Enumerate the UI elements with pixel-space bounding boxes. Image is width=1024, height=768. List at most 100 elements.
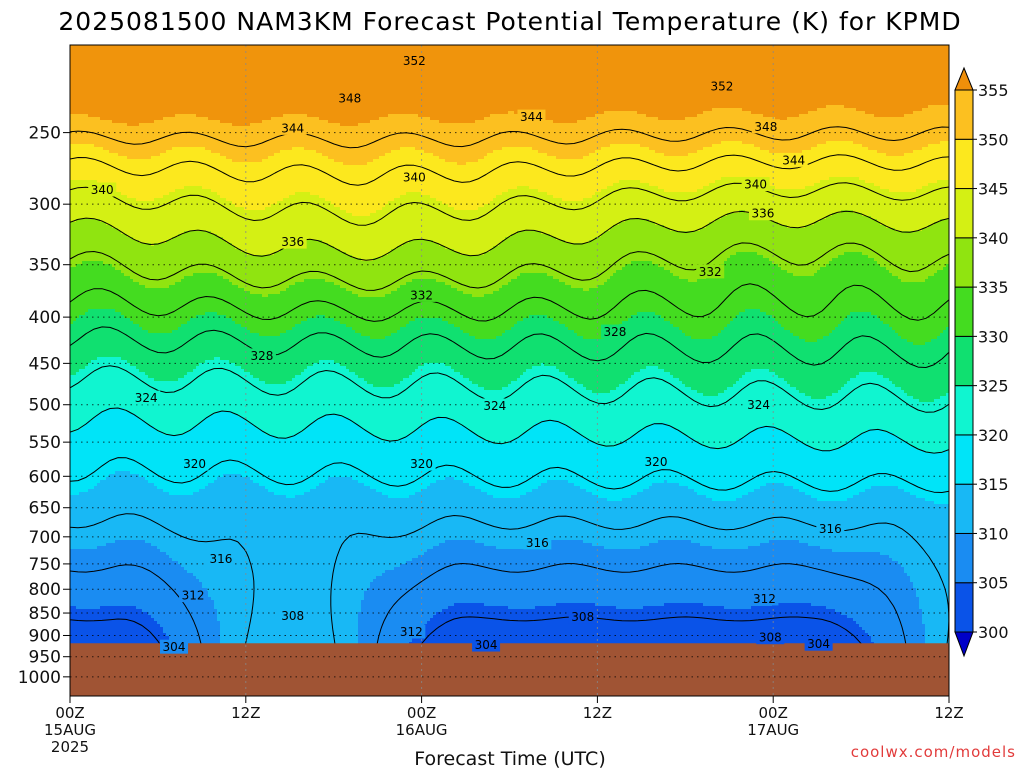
theta-cell [358, 636, 413, 640]
theta-cell [565, 282, 605, 286]
contour-label: 304 [807, 637, 830, 651]
theta-cell [70, 324, 140, 328]
theta-cell [202, 420, 248, 424]
theta-cell [157, 486, 206, 490]
theta-cell [883, 321, 949, 325]
theta-cell [253, 480, 326, 484]
theta-cell [670, 270, 713, 274]
theta-cell [181, 279, 230, 283]
theta-cell [70, 387, 485, 391]
theta-cell [397, 246, 446, 250]
theta-cell [493, 495, 521, 499]
contour-label: 308 [281, 609, 304, 623]
theta-cell [79, 315, 125, 319]
theta-cell [442, 318, 524, 322]
theta-cell [694, 489, 755, 493]
theta-cell [274, 252, 347, 256]
theta-cell [295, 192, 311, 196]
theta-cell [859, 492, 911, 496]
theta-cell [712, 108, 743, 112]
theta-cell [163, 627, 221, 631]
theta-cell [760, 486, 794, 490]
theta-cell [70, 432, 164, 436]
theta-cell [457, 162, 467, 166]
theta-cell [919, 603, 949, 607]
theta-cell [70, 390, 593, 394]
theta-cell [673, 375, 743, 379]
theta-cell [754, 144, 818, 148]
theta-cell [139, 324, 182, 328]
theta-cell [370, 582, 914, 586]
theta-cell [778, 375, 857, 379]
theta-cell [127, 156, 152, 160]
theta-cell [70, 456, 949, 460]
theta-cell [136, 414, 212, 418]
theta-cell [538, 189, 602, 193]
theta-cell [76, 264, 113, 268]
theta-cell [70, 207, 245, 211]
theta-cell [727, 213, 758, 217]
theta-cell [79, 492, 170, 496]
contour-label-bg [748, 206, 777, 221]
theta-cell [280, 249, 341, 253]
theta-cell [382, 207, 455, 211]
theta-cell [88, 363, 131, 367]
theta-cell [646, 114, 698, 118]
theta-cell [124, 408, 949, 412]
theta-cell [82, 426, 155, 430]
theta-cell [541, 420, 560, 424]
theta-cell [358, 630, 419, 634]
theta-cell [829, 333, 899, 337]
theta-cell [532, 147, 602, 151]
theta-cell [637, 432, 683, 436]
theta-cell [454, 324, 515, 328]
theta-cell [148, 375, 185, 379]
theta-cell [70, 435, 275, 439]
theta-cell [70, 261, 83, 265]
theta-cell [184, 432, 266, 436]
theta-cell [208, 594, 365, 598]
theta-cell [373, 579, 911, 583]
theta-cell [640, 546, 713, 550]
theta-cell [100, 219, 626, 223]
theta-cell [193, 273, 218, 277]
theta-cell [70, 57, 949, 61]
theta-cell [718, 333, 794, 337]
theta-cell [169, 285, 239, 289]
theta-cell [568, 327, 617, 331]
theta-cell [136, 606, 215, 610]
theta-cell [523, 372, 566, 376]
theta-cell [439, 243, 500, 247]
theta-cell [664, 189, 698, 193]
theta-cell [475, 432, 524, 436]
theta-cell [631, 375, 674, 379]
theta-cell [541, 117, 587, 121]
theta-cell [895, 228, 923, 232]
theta-cell [865, 489, 905, 493]
theta-cell [253, 423, 311, 427]
theta-cell [112, 225, 614, 229]
theta-cell [364, 594, 917, 598]
theta-cell [157, 621, 221, 625]
theta-cell [862, 213, 949, 217]
theta-cell [70, 144, 95, 148]
contour-label: 348 [338, 92, 361, 106]
theta-cell [130, 276, 185, 280]
theta-cell [883, 429, 949, 433]
theta-cell [442, 609, 836, 613]
theta-cell [319, 195, 401, 199]
theta-cell [703, 393, 719, 397]
theta-cell [88, 114, 176, 118]
theta-cell [307, 366, 347, 370]
theta-cell [250, 291, 281, 295]
theta-cell [787, 381, 848, 385]
theta-cell [70, 201, 233, 205]
theta-cell [115, 471, 131, 475]
contour-label-bg [278, 608, 307, 623]
theta-cell [406, 192, 422, 196]
theta-cell [70, 453, 949, 457]
theta-cell [70, 249, 242, 253]
theta-cell [319, 117, 380, 121]
theta-cell [616, 327, 680, 331]
theta-cell [844, 105, 929, 109]
